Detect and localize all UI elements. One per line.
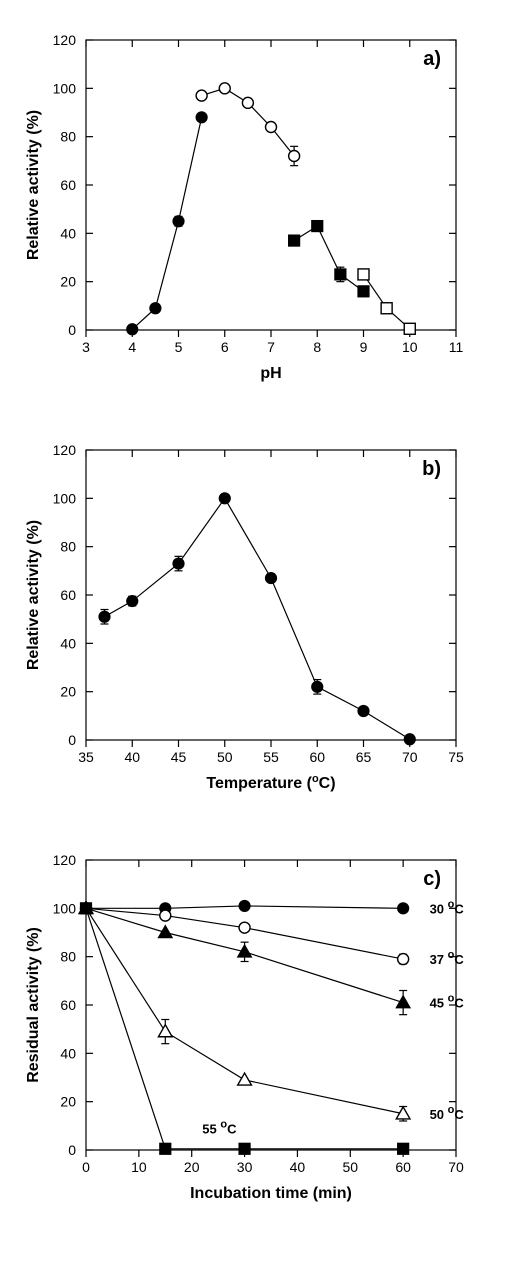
x-tick-label: 4 [128, 339, 136, 355]
y-axis-title: Relative activity (%) [25, 520, 42, 670]
x-tick-label: 6 [220, 339, 228, 355]
x-tick-label: 45 [170, 749, 186, 765]
x-tick-label: 3 [82, 339, 90, 355]
series-filled-circle [104, 498, 409, 739]
y-tick-label: 0 [68, 322, 76, 338]
panel-c: 0 10 20 30 40 50 60 70 0 20 40 60 80 100 120 Incubation… [11, 840, 511, 1220]
figure-stack: 34567891011020406080100120pHRelative act… [0, 0, 521, 1240]
x-axis-title: Incubation time (min) [190, 1185, 352, 1202]
y-tick-label: 60 [60, 587, 76, 603]
x-tick-label: 40 [124, 749, 140, 765]
x-tick-label: 0 [82, 1159, 90, 1175]
x-tick-label: 20 [183, 1159, 199, 1175]
x-tick-label: 5 [174, 339, 182, 355]
series-annotation: 55 oC [202, 1118, 237, 1136]
chart-svg: 0 10 20 30 40 50 60 70 0 20 40 60 80 100 120 Incubation… [11, 840, 511, 1220]
x-tick-label: 8 [313, 339, 321, 355]
x-tick-label: 50 [342, 1159, 358, 1175]
x-tick-label: 10 [131, 1159, 147, 1175]
x-tick-label: 10 [401, 339, 417, 355]
series-annotation: 30 oC [429, 898, 464, 916]
x-tick-label: 60 [309, 749, 325, 765]
y-tick-label: 120 [52, 32, 76, 48]
x-tick-label: 7 [267, 339, 275, 355]
x-tick-label: 35 [78, 749, 94, 765]
x-tick-label: 70 [448, 1159, 464, 1175]
y-tick-label: 0 [68, 1142, 76, 1158]
y-axis-title: Relative activity (%) [25, 110, 42, 260]
panel-letter: a) [423, 48, 441, 70]
y-tick-label: 40 [60, 1045, 76, 1061]
x-axis-title: Temperature (oC) [206, 773, 335, 792]
x-tick-label: 11 [448, 339, 463, 355]
x-tick-label: 65 [355, 749, 371, 765]
panel-letter: c) [423, 868, 441, 890]
series-annotation: 45 oC [429, 993, 464, 1011]
y-tick-label: 100 [52, 80, 76, 96]
x-tick-label: 40 [289, 1159, 305, 1175]
x-axis-title: pH [260, 365, 281, 382]
panel-letter: b) [422, 458, 441, 480]
x-tick-label: 60 [395, 1159, 411, 1175]
x-tick-label: 75 [448, 749, 464, 765]
x-tick-label: 9 [359, 339, 367, 355]
y-tick-label: 40 [60, 635, 76, 651]
y-tick-label: 80 [60, 129, 76, 145]
series-open-square [363, 274, 409, 328]
x-tick-label: 50 [216, 749, 232, 765]
y-tick-label: 120 [52, 442, 76, 458]
y-tick-label: 120 [52, 852, 76, 868]
panel-a: 3 4 5 6 7 8 9 10 11 0 20 40 60 80 100 120 pH Relative act… [11, 20, 511, 400]
chart-svg: 35 40 45 50 55 60 65 70 75 0 20 40 60 80 100 120 Tempera… [11, 430, 511, 810]
y-tick-label: 20 [60, 684, 76, 700]
y-tick-label: 60 [60, 177, 76, 193]
y-tick-label: 20 [60, 274, 76, 290]
series-annotation: 37 oC [429, 949, 464, 967]
y-tick-label: 20 [60, 1094, 76, 1110]
y-tick-label: 60 [60, 997, 76, 1013]
x-tick-label: 55 [263, 749, 279, 765]
series-filled-circle [132, 117, 201, 329]
y-tick-label: 80 [60, 539, 76, 555]
x-tick-label: 70 [401, 749, 417, 765]
series-filled-square [294, 226, 363, 291]
series-annotation: 50 oC [429, 1104, 464, 1122]
y-tick-label: 100 [52, 900, 76, 916]
y-tick-label: 40 [60, 225, 76, 241]
panel-b: 35 40 45 50 55 60 65 70 75 0 20 40 60 80 100 120 Tempera… [11, 430, 511, 810]
y-tick-label: 100 [52, 490, 76, 506]
y-tick-label: 80 [60, 949, 76, 965]
y-axis-title: Residual activity (%) [25, 927, 42, 1083]
chart-svg: 3 4 5 6 7 8 9 10 11 0 20 40 60 80 100 120 pH Relative act… [11, 20, 511, 400]
y-tick-label: 0 [68, 732, 76, 748]
x-tick-label: 30 [236, 1159, 252, 1175]
